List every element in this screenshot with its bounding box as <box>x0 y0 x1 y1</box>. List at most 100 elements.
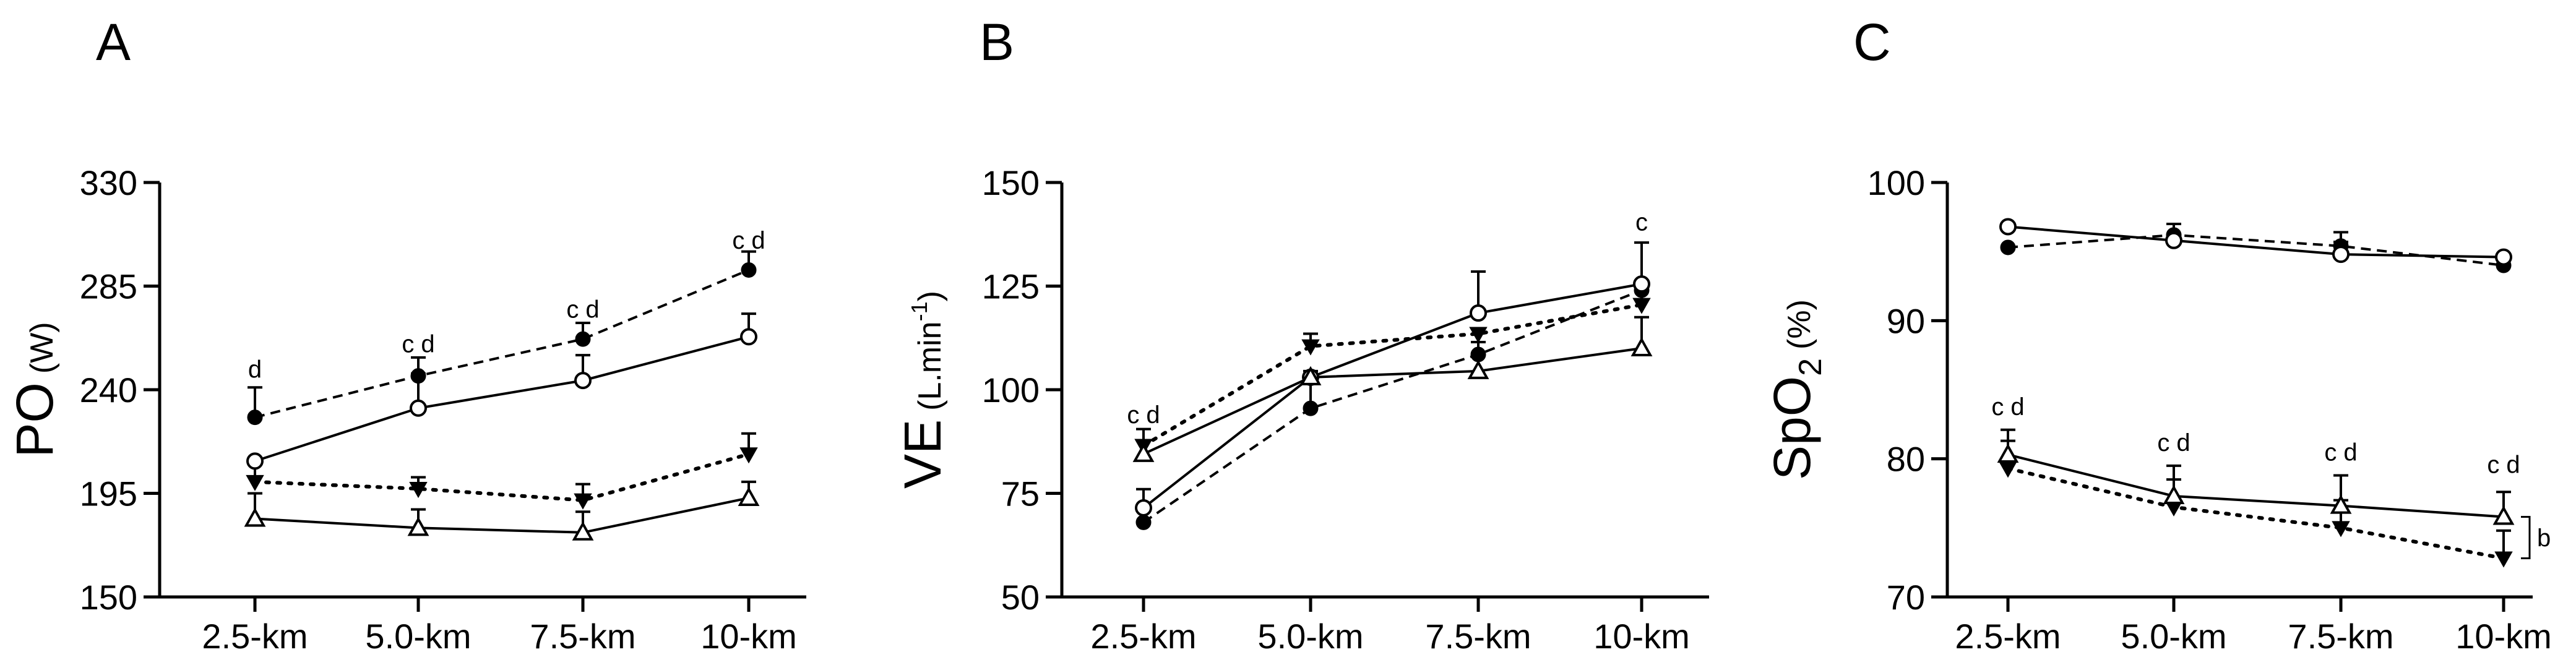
data-point <box>740 328 757 346</box>
panel-letter: B <box>980 13 1014 71</box>
data-point <box>1467 359 1489 379</box>
y-tick-label: 240 <box>80 371 137 410</box>
data-point <box>739 447 758 464</box>
data-point <box>741 262 757 278</box>
data-point <box>574 372 592 390</box>
panel-c: C 70 80 90 100 2.5-km 5.0-km 7.5-km 10-km SpO2 (%)… <box>1763 13 2552 656</box>
y-tick-label: 50 <box>1001 578 1040 617</box>
x-tick-label: 7.5-km <box>2288 617 2393 656</box>
x-tick-label: 10-km <box>2455 617 2552 656</box>
data-point <box>407 517 429 536</box>
x-tick-label: 5.0-km <box>1257 617 1363 656</box>
y-tick-label: 80 <box>1887 440 1925 479</box>
data-point <box>1301 339 1320 356</box>
y-tick-label: 70 <box>1887 578 1925 617</box>
series-line <box>1142 289 1642 524</box>
data-point <box>2332 521 2350 538</box>
annotation-label: c d <box>732 227 765 254</box>
data-point <box>2494 551 2513 568</box>
data-point <box>1135 514 1152 530</box>
data-point <box>1999 218 2017 236</box>
data-point <box>2332 246 2350 264</box>
y-axis-label-superscript: -1 <box>907 301 932 321</box>
series-line <box>254 496 749 534</box>
x-tick-label: 7.5-km <box>1425 617 1531 656</box>
annotation-label: c d <box>2324 439 2357 466</box>
y-tick-label: 150 <box>80 578 137 617</box>
y-axis-label-subscript: 2 <box>1793 358 1829 376</box>
x-tick-label: 5.0-km <box>2121 617 2226 656</box>
annotation-label: c d <box>2487 452 2520 479</box>
data-point <box>2000 239 2016 255</box>
annotation-label: c d <box>1127 401 1160 429</box>
y-tick-label: 125 <box>982 267 1040 306</box>
series-line <box>253 452 751 502</box>
panel-letter: C <box>1853 13 1891 71</box>
data-point <box>246 452 264 470</box>
x-tick-label: 2.5-km <box>202 617 308 656</box>
series-line <box>2007 453 2504 518</box>
y-tick-label: 100 <box>982 371 1040 410</box>
y-axis-label-main: VE <box>894 419 952 489</box>
y-axis-label-main: PO <box>6 382 64 457</box>
data-point <box>1470 304 1487 322</box>
y-tick-label: 195 <box>80 474 137 513</box>
data-point <box>410 399 427 417</box>
series-line <box>1143 347 1642 455</box>
annotation-label: c d <box>566 296 599 324</box>
y-axis-label-unit: (L.min <box>912 321 948 410</box>
y-axis-label-unit: (%) <box>1781 299 1817 350</box>
data-point <box>574 493 592 510</box>
data-point <box>575 331 591 347</box>
data-point <box>244 507 266 527</box>
annotation-label: c d <box>1991 393 2024 421</box>
y-tick-label: 90 <box>1887 301 1925 340</box>
data-point <box>2492 505 2515 525</box>
annotation-label: d <box>248 356 262 384</box>
annotation-label: c d <box>2157 429 2190 457</box>
data-point <box>246 474 264 491</box>
y-tick-label: 285 <box>80 267 137 306</box>
data-point <box>1470 346 1486 363</box>
series-line <box>254 268 749 419</box>
y-tick-label: 150 <box>982 163 1040 202</box>
y-axis-label: VE (L.min-1) <box>894 291 952 489</box>
y-axis-label-unit-close: ) <box>912 291 948 301</box>
data-point <box>1632 298 1651 314</box>
data-point <box>247 410 263 426</box>
data-point <box>1303 400 1319 416</box>
significance-bracket <box>2521 515 2531 559</box>
y-axis-label-main: SpO <box>1763 376 1821 480</box>
x-tick-label: 7.5-km <box>530 617 635 656</box>
data-point <box>2163 484 2185 504</box>
y-axis-label: PO (W) <box>6 322 64 457</box>
data-point <box>1630 337 1653 356</box>
data-point <box>1633 275 1650 293</box>
data-point <box>1135 499 1152 517</box>
y-axis-label: SpO2 (%) <box>1763 299 1829 480</box>
series-line <box>2007 233 2504 267</box>
data-point <box>572 521 594 541</box>
data-point <box>1299 366 1322 385</box>
y-tick-label: 330 <box>80 163 137 202</box>
panel-a: A 150 195 240 285 330 2.5-km 5.0-km 7.5-km 10-km P… <box>6 13 806 656</box>
x-tick-label: 5.0-km <box>365 617 471 656</box>
panel-letter: A <box>96 13 131 71</box>
series-line <box>1142 302 1643 448</box>
y-tick-label: 75 <box>1001 474 1040 513</box>
data-point <box>738 486 760 506</box>
y-tick-label: 100 <box>1867 163 1925 202</box>
data-point <box>1132 442 1155 462</box>
x-tick-label: 10-km <box>700 617 797 656</box>
annotation-label: c d <box>402 331 434 358</box>
data-point <box>1997 443 2019 463</box>
panel-b: B 50 75 100 125 150 2.5-km 5.0-km 7.5-km 10-km VE (… <box>894 13 1709 656</box>
data-point <box>2330 494 2352 514</box>
data-point <box>410 368 426 384</box>
x-tick-label: 2.5-km <box>1090 617 1196 656</box>
series-line <box>2007 225 2504 259</box>
x-tick-label: 10-km <box>1593 617 1690 656</box>
series-line <box>254 335 749 463</box>
series-line <box>1142 283 1642 509</box>
